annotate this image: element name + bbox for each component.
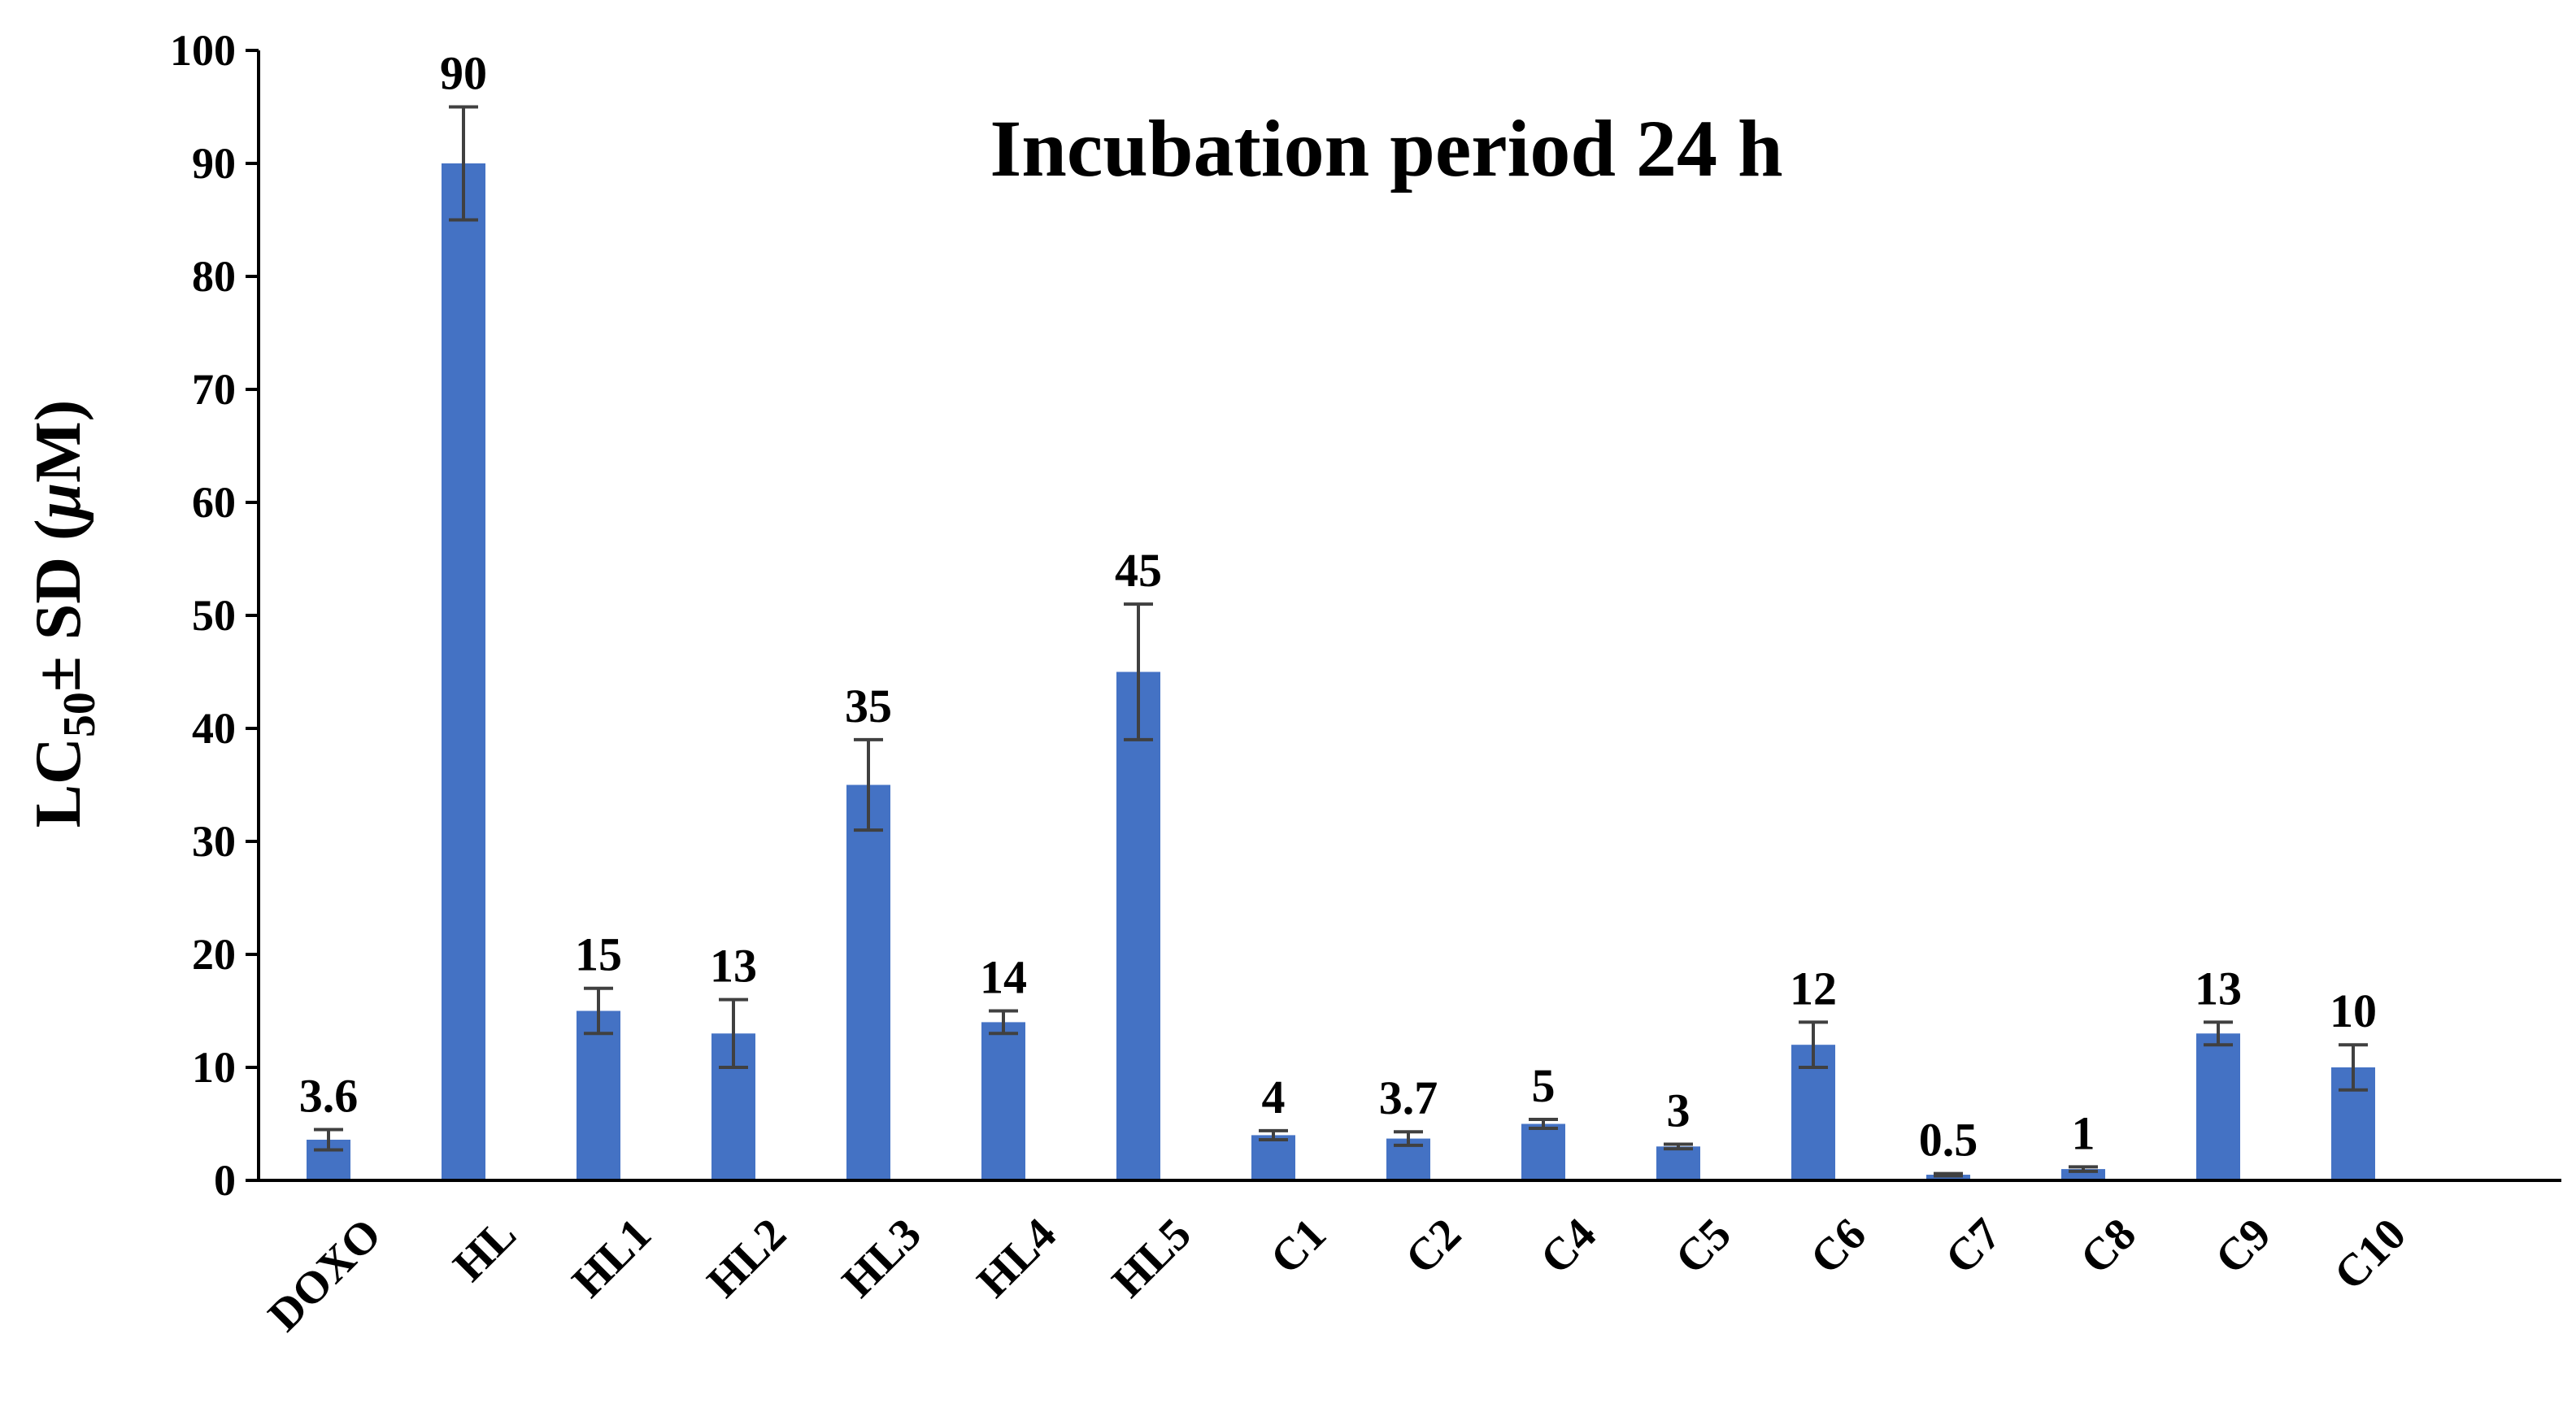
data-label-c4: 5 [1532, 1059, 1556, 1112]
y-axis-title-subscript: 50 [54, 692, 105, 737]
data-label-c2: 3.7 [1379, 1071, 1438, 1124]
x-tick-label-hl4: HL4 [968, 1209, 1066, 1307]
data-label-hl: 90 [440, 47, 487, 100]
x-tick-label-doxo: DOXO [259, 1209, 391, 1341]
error-bar-hl [449, 105, 478, 222]
data-label-c8: 1 [2072, 1106, 2095, 1159]
data-label-c10: 10 [2330, 984, 2377, 1037]
y-tick-label: 80 [192, 252, 236, 301]
x-tick-label-hl2: HL2 [698, 1209, 796, 1307]
y-tick-label: 70 [192, 365, 236, 414]
bar-c9 [2196, 1033, 2240, 1180]
x-category-labels: DOXO HL HL1 HL2 HL3 HL4 HL5 C1 C2 C4 C5 C6 C7 C8 C9 C10 [259, 1209, 2416, 1341]
y-tick-label: 0 [214, 1156, 236, 1205]
bar-c1 [1251, 1135, 1295, 1180]
data-label-c7: 0.5 [1919, 1114, 1978, 1167]
x-tick-label-c8: C8 [2071, 1209, 2146, 1284]
x-tick-label-hl1: HL1 [563, 1209, 661, 1307]
x-tick-label-hl3: HL3 [833, 1209, 931, 1307]
error-bar-hl1 [584, 986, 613, 1036]
data-label-doxo: 3.6 [299, 1069, 359, 1122]
x-tick-label-c10: C10 [2325, 1209, 2416, 1300]
x-tick-label-c6: C6 [1801, 1209, 1876, 1284]
y-axis-title: LC50± SD (μM) [23, 400, 105, 828]
data-labels-layer: 3.6 90 15 13 35 14 45 4 3.7 5 3 12 0.5 1 13 10 [299, 47, 2377, 1167]
error-bar-hl5 [1124, 602, 1153, 741]
x-tick-label-hl: HL [444, 1209, 526, 1291]
chart-title: Incubation period 24 h [990, 103, 1782, 193]
x-tick-label-c7: C7 [1936, 1209, 2011, 1284]
y-tick-label: 40 [192, 704, 236, 753]
data-label-hl5: 45 [1115, 544, 1162, 597]
y-axis-title-rest: ± SD ( [23, 519, 94, 692]
bar-hl3 [846, 784, 890, 1180]
error-bars-layer [314, 105, 2368, 1178]
y-axis-title-mu: μ [23, 483, 94, 523]
x-tick-label-c5: C5 [1666, 1209, 1741, 1284]
bar-c5 [1656, 1146, 1700, 1180]
data-label-hl2: 13 [710, 940, 757, 993]
y-tick-label: 60 [192, 478, 236, 527]
data-label-c6: 12 [1790, 962, 1837, 1015]
error-bar-c8 [2069, 1165, 2098, 1173]
error-bar-c2 [1394, 1130, 1423, 1147]
bar-c4 [1521, 1123, 1565, 1180]
x-tick-label-c1: C1 [1261, 1209, 1336, 1284]
data-label-hl3: 35 [845, 680, 892, 732]
error-bar-c1 [1259, 1128, 1288, 1141]
x-tick-label-c4: C4 [1531, 1209, 1606, 1284]
error-bar-c9 [2204, 1020, 2233, 1047]
x-tick-label-c2: C2 [1396, 1209, 1471, 1284]
y-tick-label: 20 [192, 930, 236, 979]
data-label-c1: 4 [1262, 1071, 1286, 1123]
error-bar-hl2 [719, 997, 748, 1069]
error-bar-c6 [1799, 1020, 1828, 1069]
data-label-hl1: 15 [575, 928, 622, 981]
error-bar-doxo [314, 1128, 343, 1152]
error-bar-c4 [1529, 1117, 1558, 1131]
y-tick-label: 90 [192, 139, 236, 188]
y-axis-title-unit: M) [23, 400, 94, 483]
y-axis-title-main: LC [23, 737, 94, 828]
error-bar-c10 [2339, 1043, 2368, 1092]
error-bar-hl4 [989, 1009, 1018, 1036]
bars-layer [307, 163, 2375, 1180]
bar-hl5 [1116, 671, 1160, 1180]
x-tick-label-c9: C9 [2206, 1209, 2281, 1284]
bar-hl4 [981, 1022, 1025, 1180]
error-bar-c5 [1664, 1142, 1693, 1151]
bar-c7 [1926, 1175, 1970, 1180]
data-label-hl4: 14 [980, 951, 1027, 1004]
y-tick-label: 10 [192, 1043, 236, 1092]
y-tick-labels: 0 10 20 30 40 50 60 70 80 90 100 [170, 26, 236, 1205]
error-bar-c7 [1934, 1171, 1963, 1178]
axes-layer [246, 49, 2561, 1182]
error-bar-hl3 [854, 737, 883, 832]
data-label-c9: 13 [2195, 962, 2242, 1015]
y-tick-label: 50 [192, 591, 236, 640]
y-tick-label: 30 [192, 817, 236, 866]
bar-hl [442, 163, 485, 1180]
data-label-c5: 3 [1667, 1084, 1690, 1137]
bar-hl1 [577, 1010, 620, 1180]
x-tick-label-hl5: HL5 [1103, 1209, 1201, 1307]
y-tick-label: 100 [170, 26, 236, 75]
